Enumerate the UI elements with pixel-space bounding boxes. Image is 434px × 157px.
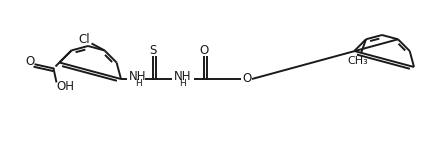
Text: NH: NH: [129, 70, 147, 84]
Text: CH₃: CH₃: [348, 56, 368, 66]
Text: H: H: [180, 79, 186, 89]
Text: OH: OH: [56, 80, 75, 93]
Text: S: S: [149, 43, 157, 57]
Text: Cl: Cl: [79, 33, 90, 46]
Text: NH: NH: [174, 70, 192, 84]
Text: H: H: [135, 79, 141, 89]
Text: O: O: [199, 43, 209, 57]
Text: O: O: [242, 73, 252, 86]
Text: O: O: [25, 55, 34, 68]
